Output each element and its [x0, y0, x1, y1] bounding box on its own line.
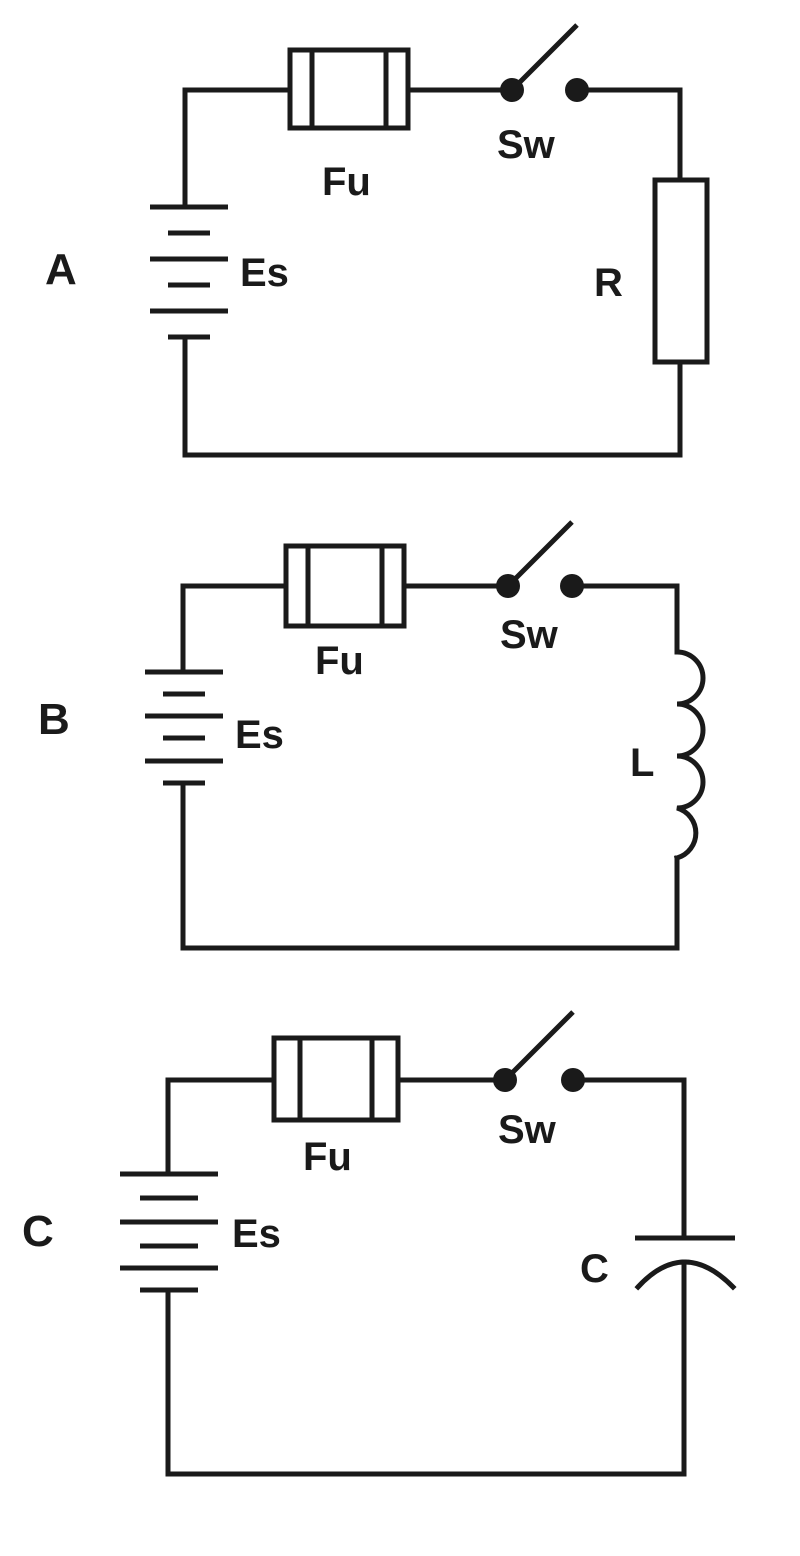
wire — [182, 87, 683, 458]
battery-symbol — [150, 204, 228, 340]
battery-label: Es — [240, 251, 289, 295]
circuit-a: A Es Fu Sw R — [45, 23, 710, 458]
battery-symbol — [120, 1171, 218, 1293]
fuse-label: Fu — [303, 1135, 352, 1179]
fuse-label: Fu — [315, 639, 364, 683]
fuse-label: Fu — [322, 160, 371, 204]
switch-label: Sw — [497, 123, 556, 167]
circuit-letter: C — [22, 1207, 54, 1256]
load-label: R — [594, 261, 623, 305]
inductor-symbol — [673, 649, 706, 862]
switch-label: Sw — [498, 1108, 557, 1152]
wire — [180, 583, 680, 951]
fuse-symbol — [271, 1035, 401, 1123]
circuit-letter: B — [38, 695, 70, 744]
fuse-symbol — [283, 543, 407, 629]
switch-symbol — [496, 520, 584, 598]
battery-label: Es — [232, 1212, 281, 1256]
load-label: C — [580, 1247, 609, 1291]
switch-symbol — [500, 23, 589, 102]
resistor-symbol — [652, 177, 710, 365]
circuit-c: C Es Fu Sw C — [22, 1010, 737, 1477]
circuit-b: B Es Fu Sw L — [38, 520, 706, 951]
fuse-symbol — [287, 47, 411, 131]
circuit-letter: A — [45, 245, 77, 294]
battery-symbol — [145, 669, 223, 786]
wire — [165, 1077, 687, 1477]
switch-symbol — [493, 1010, 585, 1092]
load-label: L — [630, 741, 654, 785]
capacitor-symbol — [634, 1235, 737, 1291]
switch-label: Sw — [500, 613, 559, 657]
battery-label: Es — [235, 713, 284, 757]
